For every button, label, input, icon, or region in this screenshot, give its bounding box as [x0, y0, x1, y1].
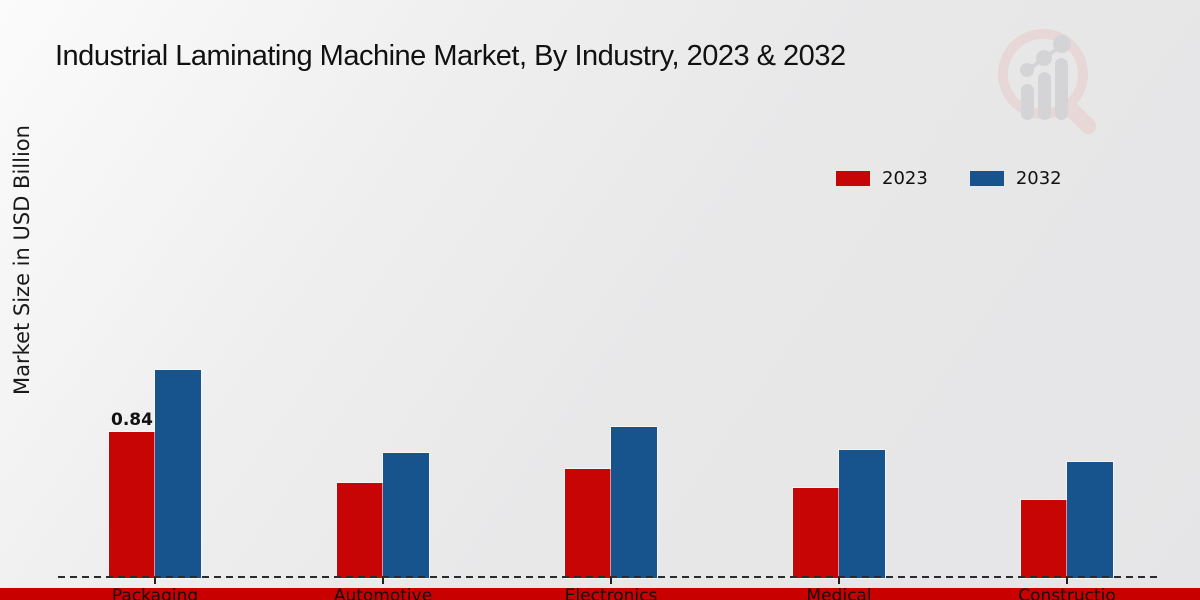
bar-2023-electronics: [565, 469, 611, 578]
bar-2032-automotive: [383, 453, 429, 578]
x-axis-tick: [610, 578, 612, 584]
legend-label: 2032: [1015, 168, 1062, 189]
bar-2023-medical: [793, 488, 839, 578]
bar-2032-electronics: [611, 427, 657, 578]
bar-2023-constructio: [1021, 500, 1067, 578]
x-axis-category-label: Packaging: [111, 586, 199, 600]
bar-value-label: 0.84: [111, 410, 153, 430]
x-axis-tick: [382, 578, 384, 584]
x-axis-category-label: Constructio: [1018, 586, 1116, 600]
x-axis-category-label: Electronics: [564, 586, 658, 600]
x-axis-dashed-line: [58, 576, 1160, 578]
bar-2032-constructio: [1067, 462, 1113, 578]
bar-2032-packaging: [155, 370, 201, 578]
legend-item-2023: 2023: [836, 168, 928, 189]
x-axis-category-label: Medical: [806, 586, 872, 600]
bar-2023-packaging: [109, 432, 155, 578]
bar-2032-medical: [839, 450, 885, 578]
x-axis-tick: [154, 578, 156, 584]
chart-title: Industrial Laminating Machine Market, By…: [55, 40, 846, 72]
x-axis-tick: [838, 578, 840, 584]
legend-swatch-icon: [969, 171, 1004, 186]
legend-label: 2023: [882, 168, 928, 189]
legend-swatch-icon: [836, 171, 870, 186]
legend-item-2032: 2032: [969, 168, 1062, 189]
magnifier-bar-chart-logo-icon: [998, 29, 1097, 135]
x-axis-tick: [1066, 578, 1068, 584]
bar-2023-automotive: [337, 483, 383, 578]
x-axis-category-label: Automotive: [333, 586, 433, 600]
x-axis-red-band: [0, 588, 1200, 600]
chart-legend: 2023 2032: [836, 168, 1062, 189]
